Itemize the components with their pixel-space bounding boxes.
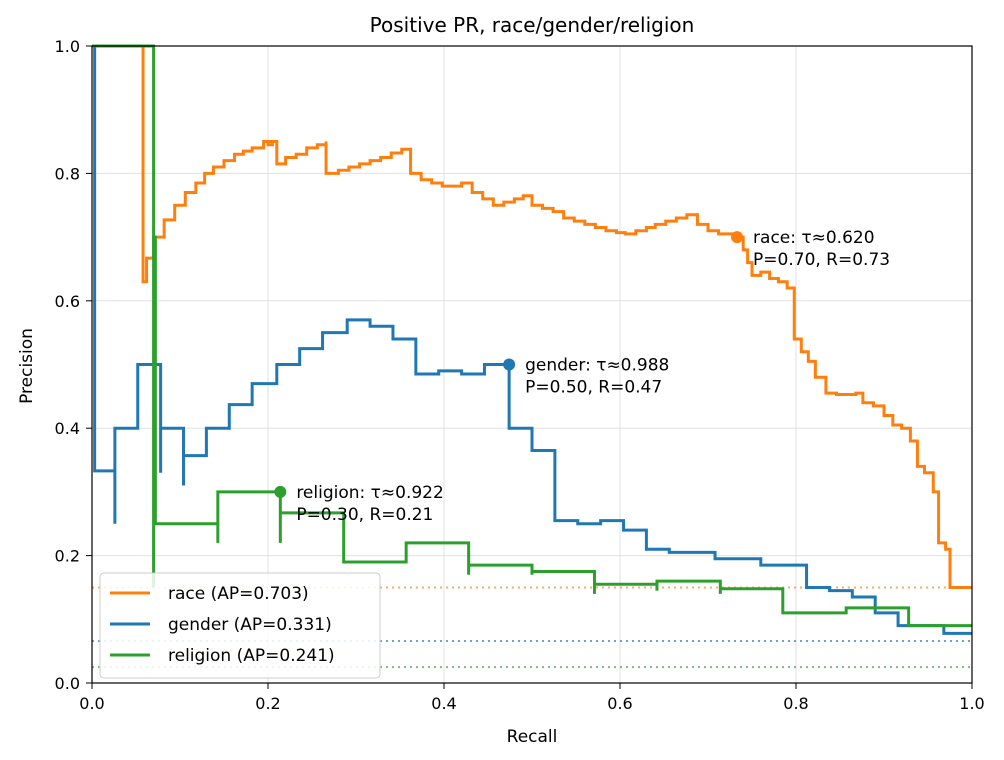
x-tick-label: 0.4	[431, 694, 456, 713]
x-tick-label: 0.6	[607, 694, 632, 713]
legend-label: religion (AP=0.241)	[168, 646, 335, 666]
annotation-line2: P=0.30, R=0.21	[296, 505, 433, 525]
y-axis-label: Precision	[17, 328, 37, 404]
y-tick-label: 0.2	[55, 547, 80, 566]
threshold-marker	[731, 231, 744, 244]
legend-label: gender (AP=0.331)	[168, 615, 332, 635]
plot-frame	[91, 45, 973, 684]
series-line	[93, 46, 972, 635]
y-tick-label: 1.0	[55, 37, 80, 56]
chart-title: Positive PR, race/gender/religion	[370, 13, 695, 37]
y-axis-ticks: 0.0 0.2 0.4 0.6 0.8 1.0	[55, 37, 92, 693]
x-tick-label: 1.0	[959, 694, 984, 713]
series-lines	[92, 44, 972, 635]
x-axis-label: Recall	[507, 727, 558, 747]
threshold-marker	[503, 358, 516, 371]
legend-box	[99, 572, 381, 679]
annotation-line1: gender: τ≈0.988	[525, 356, 669, 376]
grid-lines	[91, 45, 973, 684]
x-tick-label: 0.2	[255, 694, 280, 713]
y-tick-label: 0.6	[55, 292, 80, 311]
series-line	[141, 46, 972, 589]
y-tick-label: 0.4	[55, 419, 80, 438]
x-tick-label: 0.8	[783, 694, 808, 713]
annotation-line1: race: τ≈0.620	[753, 228, 875, 248]
y-tick-label: 0.0	[55, 674, 80, 693]
legend-label: race (AP=0.703)	[168, 584, 309, 604]
legend: race (AP=0.703) gender (AP=0.331) religion…	[99, 572, 381, 679]
annotation-line2: P=0.50, R=0.47	[525, 378, 662, 398]
y-tick-label: 0.8	[55, 164, 80, 183]
annotation-line2: P=0.70, R=0.73	[753, 250, 890, 270]
series-line	[92, 44, 972, 628]
x-axis-ticks: 0.0 0.2 0.4 0.6 0.8 1.0	[79, 683, 985, 713]
annotation-line1: religion: τ≈0.922	[296, 483, 444, 503]
x-tick-label: 0.0	[79, 694, 104, 713]
threshold-marker	[274, 485, 287, 498]
